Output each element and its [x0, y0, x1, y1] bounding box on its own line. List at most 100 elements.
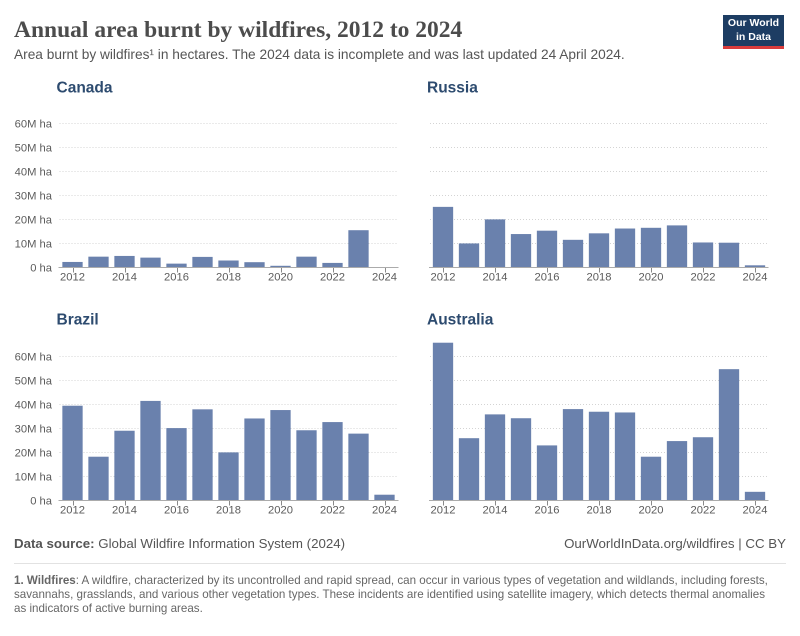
x-axis-label: 2014	[483, 505, 508, 517]
x-axis-label: 2016	[164, 505, 189, 517]
bar-canada-2023[interactable]	[348, 230, 369, 267]
y-axis-label: 10M ha	[15, 238, 53, 250]
bar-australia-2019[interactable]	[614, 412, 636, 500]
bar-russia-2017[interactable]	[562, 239, 584, 267]
x-axis-label: 2018	[587, 505, 612, 517]
y-axis-label: 20M ha	[15, 214, 53, 226]
y-axis-label: 20M ha	[15, 447, 53, 459]
bar-canada-2016[interactable]	[166, 263, 187, 267]
data-source: Data source: Global Wildfire Information…	[14, 536, 345, 551]
x-axis-label: 2020	[639, 505, 664, 517]
bar-brazil-2024[interactable]	[374, 494, 395, 500]
facet-title-australia: Australia	[427, 311, 494, 328]
bar-canada-2018[interactable]	[218, 260, 239, 267]
footer-divider	[14, 563, 786, 564]
y-axis-label: 40M ha	[15, 166, 53, 178]
bar-russia-2022[interactable]	[692, 242, 714, 267]
y-axis-label: 40M ha	[15, 399, 53, 411]
x-axis-label: 2022	[320, 272, 345, 284]
x-axis-label: 2024	[372, 505, 397, 517]
bar-australia-2022[interactable]	[692, 437, 714, 500]
bar-australia-2017[interactable]	[562, 409, 584, 500]
facet-australia: Australia 2012 2014 2016 2018 2020 2022 2024	[427, 311, 769, 517]
bar-australia-2023[interactable]	[718, 369, 740, 500]
bar-canada-2020[interactable]	[270, 265, 291, 267]
facet-title-russia: Russia	[427, 79, 478, 96]
small-multiples-chart: Canada 10M ha 20M ha 30M ha 40M ha 50M ha 60M …	[15, 79, 769, 517]
owid-logo-line1: Our World	[727, 17, 780, 29]
bar-russia-2023[interactable]	[718, 242, 740, 267]
bar-canada-2021[interactable]	[296, 256, 317, 267]
facet-russia: Russia 2012 2014 2016 2018 2020 2022 2024	[427, 79, 769, 284]
x-axis-label: 2020	[639, 272, 664, 284]
bar-russia-2013[interactable]	[458, 243, 480, 267]
x-axis-label: 2012	[60, 505, 85, 517]
x-axis-label: 2022	[320, 505, 345, 517]
bar-brazil-2022[interactable]	[322, 422, 343, 500]
bar-russia-2021[interactable]	[666, 225, 688, 267]
bar-canada-2019[interactable]	[244, 262, 265, 267]
bar-brazil-2019[interactable]	[244, 418, 265, 500]
y-axis-label: 30M ha	[15, 190, 53, 202]
facet-brazil: Brazil 10M ha 20M ha 30M ha 40M ha 50M ha 60M …	[15, 311, 399, 517]
bar-australia-2015[interactable]	[510, 418, 532, 500]
bar-russia-2024[interactable]	[744, 265, 766, 267]
x-axis-label: 2022	[691, 505, 716, 517]
bar-russia-2018[interactable]	[588, 233, 610, 267]
data-source-value: Global Wildfire Information System (2024…	[94, 536, 346, 551]
y-axis-label: 50M ha	[15, 375, 53, 387]
bar-brazil-2016[interactable]	[166, 428, 187, 500]
x-axis-label: 2024	[743, 272, 768, 284]
footnote: 1. Wildfires: A wildfire, characterized …	[14, 574, 776, 616]
bar-australia-2018[interactable]	[588, 411, 610, 500]
facet-canada: Canada 10M ha 20M ha 30M ha 40M ha 50M ha 60M …	[15, 79, 399, 284]
bar-brazil-2018[interactable]	[218, 452, 239, 500]
x-axis-label: 2014	[112, 272, 137, 284]
x-axis-label: 2020	[268, 272, 293, 284]
footer-row: Data source: Global Wildfire Information…	[14, 536, 786, 551]
bar-canada-2022[interactable]	[322, 262, 343, 267]
bar-brazil-2013[interactable]	[88, 456, 109, 500]
x-axis-label: 2022	[691, 272, 716, 284]
y-axis-label: 60M ha	[15, 118, 53, 130]
bar-australia-2014[interactable]	[484, 414, 506, 500]
x-axis-label: 2014	[112, 505, 137, 517]
x-axis-label: 2020	[268, 505, 293, 517]
bar-brazil-2021[interactable]	[296, 430, 317, 500]
owid-logo[interactable]: Our World in Data	[723, 14, 784, 49]
y-axis-label: 30M ha	[15, 423, 53, 435]
x-axis-label: 2016	[535, 272, 560, 284]
bar-brazil-2014[interactable]	[114, 430, 135, 500]
bar-australia-2024[interactable]	[744, 491, 766, 500]
bar-russia-2019[interactable]	[614, 228, 636, 267]
y-axis-label: 10M ha	[15, 471, 53, 483]
bar-australia-2021[interactable]	[666, 441, 688, 500]
bar-australia-2012[interactable]	[432, 342, 454, 500]
bar-canada-2017[interactable]	[192, 256, 213, 267]
bar-brazil-2017[interactable]	[192, 409, 213, 500]
bar-brazil-2023[interactable]	[348, 433, 369, 500]
bar-canada-2012[interactable]	[62, 261, 83, 267]
bar-russia-2015[interactable]	[510, 234, 532, 267]
page-subtitle: Area burnt by wildfires¹ in hectares. Th…	[14, 47, 625, 62]
bar-australia-2016[interactable]	[536, 445, 558, 500]
y-axis-label: 0 ha	[30, 495, 53, 507]
bar-canada-2014[interactable]	[114, 255, 135, 267]
bar-russia-2020[interactable]	[640, 227, 662, 267]
bar-canada-2015[interactable]	[140, 257, 161, 267]
bar-russia-2016[interactable]	[536, 230, 558, 267]
bar-australia-2020[interactable]	[640, 456, 662, 500]
bar-canada-2013[interactable]	[88, 256, 109, 267]
bar-brazil-2020[interactable]	[270, 410, 291, 500]
owid-logo-stripe	[723, 45, 784, 49]
bar-brazil-2012[interactable]	[62, 405, 83, 500]
footnote-text: : A wildfire, characterized by its uncon…	[14, 573, 768, 615]
bar-australia-2013[interactable]	[458, 438, 480, 500]
attribution-link[interactable]: OurWorldInData.org/wildfires | CC BY	[564, 536, 786, 551]
bar-russia-2012[interactable]	[432, 206, 454, 267]
bar-russia-2014[interactable]	[484, 219, 506, 267]
bar-brazil-2015[interactable]	[140, 400, 161, 500]
x-axis-label: 2014	[483, 272, 508, 284]
x-axis-label: 2012	[60, 272, 85, 284]
